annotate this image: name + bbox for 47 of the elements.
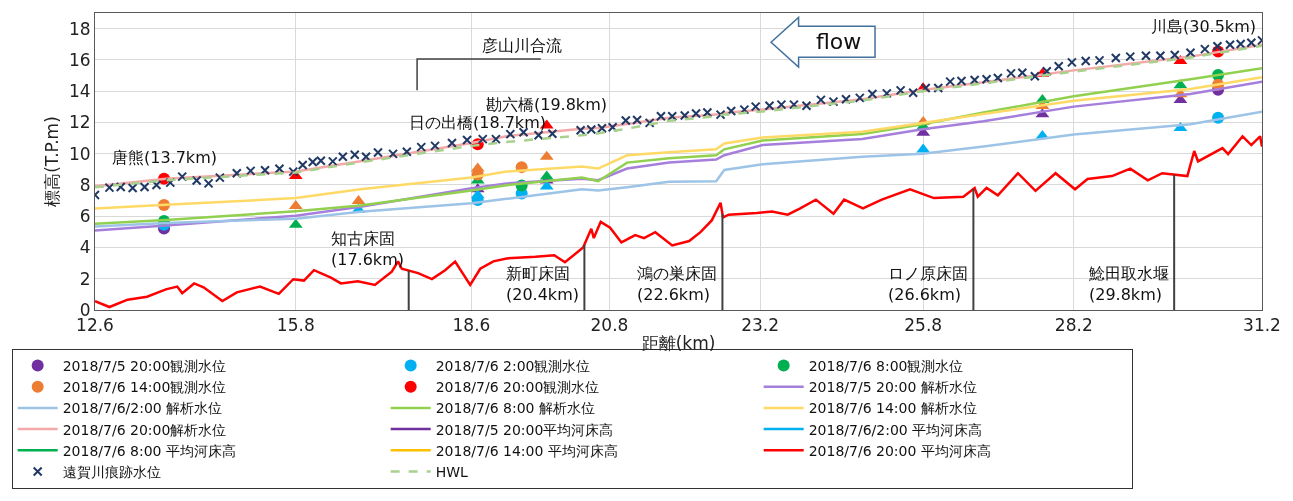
legend-label: 2018/7/6 20:00 平均河床高 (808, 442, 991, 459)
legend-label: 2018/7/6 8:00観測水位 (808, 357, 964, 374)
x-tick-label: 20.8 (590, 315, 629, 336)
legend-label: 2018/7/6 20:00観測水位 (435, 379, 600, 396)
y-tick-label: 10 (68, 143, 91, 164)
legend-label: 2018/7/6/2:00 解析水位 (62, 400, 223, 417)
annotation: 鯰田取水堰 (29.8km) (1089, 264, 1169, 304)
legend-label: HWL (435, 463, 469, 480)
annotation: 日の出橋(18.7km) (409, 113, 546, 132)
y-tick-label: 8 (79, 174, 91, 195)
legend-label: 2018/7/5 20:00 解析水位 (808, 379, 977, 396)
y-tick-label: 18 (68, 18, 91, 39)
legend-label: 2018/7/6 2:00観測水位 (435, 357, 591, 374)
legend-label: 2018/7/5 20:00平均河床高 (435, 421, 614, 438)
x-tick-label: 18.6 (452, 315, 491, 336)
y-tick-label: 2 (79, 268, 91, 289)
y-tick-label: 12 (68, 112, 91, 133)
legend-label: 2018/7/6 8:00 平均河床高 (62, 442, 236, 459)
legend-label: 2018/7/6 8:00 解析水位 (435, 400, 595, 417)
x-tick-label: 28.2 (1054, 315, 1093, 336)
y-tick-label: 4 (79, 237, 91, 258)
legend-label: 2018/7/6 14:00観測水位 (62, 379, 227, 396)
x-tick-label: 15.8 (276, 315, 315, 336)
legend-label: 2018/7/6 20:00解析水位 (62, 421, 227, 438)
legend-label: 2018/7/6/2:00 平均河床高 (808, 421, 983, 438)
y-axis-title: 標高(T.P.m) (41, 116, 62, 207)
legend-label: 2018/7/6 14:00 解析水位 (808, 400, 977, 417)
x-tick-label: 31.2 (1243, 315, 1281, 336)
annotation: 鴻の巣床固 (22.6km) (637, 264, 717, 304)
annotation: flow (816, 29, 862, 54)
y-tick-label: 6 (79, 206, 91, 227)
x-tick-label: 12.6 (76, 315, 114, 336)
annotation: 彦山川合流 (482, 36, 562, 55)
legend-label: 2018/7/6 14:00 平均河床高 (435, 442, 618, 459)
x-tick-label: 23.2 (741, 315, 779, 336)
y-tick-label: 16 (68, 49, 91, 70)
y-tick-label: 14 (68, 81, 91, 102)
annotation: 勘六橋(19.8km) (486, 95, 607, 114)
legend-label: 遠賀川痕跡水位 (62, 463, 161, 480)
annotation: 唐熊(13.7km) (112, 148, 217, 167)
x-axis-title: 距離(km) (641, 332, 716, 353)
annotation: ロノ原床固 (26.6km) (888, 264, 968, 304)
legend-label: 2018/7/5 20:00観測水位 (62, 357, 227, 374)
annotation: 新町床固 (20.4km) (506, 264, 579, 304)
annotation: 川島(30.5km) (1151, 17, 1256, 36)
annotation: 知古床固 (17.6km) (331, 229, 404, 269)
x-tick-label: 25.8 (904, 315, 943, 336)
